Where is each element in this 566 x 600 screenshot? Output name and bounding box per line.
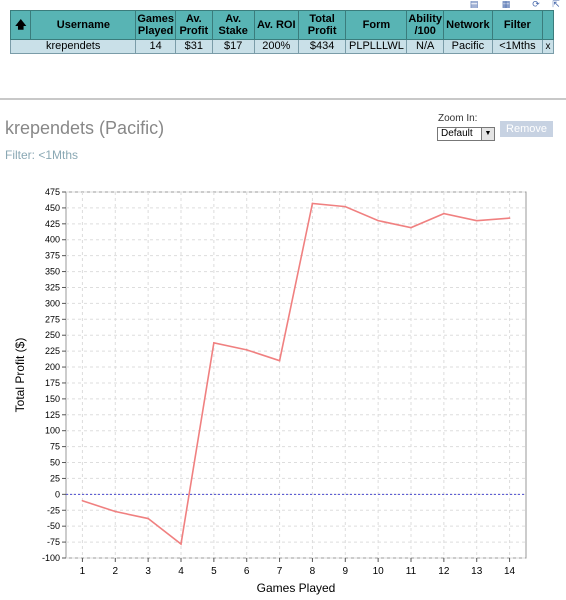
x-tick-label: 14 — [504, 566, 516, 577]
toolbar: ▤ ▦ ⟳ ⇱ — [455, 0, 566, 12]
y-tick-label: 450 — [45, 203, 60, 213]
data-point — [344, 205, 347, 208]
y-tick-label: 325 — [45, 282, 60, 292]
y-tick-label: -100 — [42, 553, 60, 563]
av-roi-value: 200% — [253, 39, 299, 54]
data-point — [377, 219, 379, 222]
y-tick-label: 400 — [45, 235, 60, 245]
x-axis-label: Games Played — [257, 581, 336, 595]
y-tick-label: -75 — [47, 537, 60, 547]
series-line-0 — [82, 202, 510, 546]
y-tick-label: 250 — [45, 330, 60, 340]
form-link[interactable]: PLPLLLWL — [345, 39, 408, 54]
header-av-roi[interactable]: Av. ROI — [253, 10, 299, 40]
x-tick-label: 11 — [406, 566, 417, 577]
av-profit-value: $31 — [175, 39, 213, 54]
data-point — [311, 202, 314, 205]
data-point — [278, 359, 281, 362]
x-tick-label: 4 — [178, 566, 184, 577]
y-tick-label: 225 — [45, 346, 60, 356]
sort-arrow-icon[interactable]: 🡅 — [15, 19, 27, 31]
data-point — [410, 226, 412, 229]
filter-value: <1Mths — [491, 39, 544, 54]
x-tick-label: 9 — [343, 566, 349, 577]
y-tick-label: 300 — [45, 298, 60, 308]
y-tick-label: 475 — [45, 187, 60, 197]
header-av-stake[interactable]: Av. Stake — [211, 10, 255, 40]
table-header-row: 🡅 Username Games Played Av. Profit Av. S… — [9, 10, 554, 40]
y-tick-label: 175 — [45, 378, 60, 388]
data-point — [81, 499, 84, 502]
zoom-selected-value: Default — [441, 128, 473, 139]
filter-label: Filter: <1Mths — [5, 148, 79, 162]
refresh-icon[interactable]: ⟳ — [532, 0, 540, 10]
data-point — [147, 517, 149, 520]
header-network[interactable]: Network — [442, 10, 493, 40]
y-tick-label: -50 — [47, 521, 60, 531]
header-ability[interactable]: Ability /100 — [406, 10, 444, 40]
header-total-profit[interactable]: Total Profit — [297, 10, 347, 40]
ability-value: N/A — [406, 39, 444, 54]
export-icon[interactable]: ▤ — [469, 0, 479, 10]
y-tick-label: 100 — [45, 426, 60, 436]
header-form[interactable]: Form — [345, 10, 408, 40]
header-filter[interactable]: Filter — [491, 10, 544, 40]
x-tick-label: 1 — [80, 566, 86, 577]
chevron-down-icon[interactable]: ▼ — [481, 128, 494, 140]
total-profit-value: $434 — [297, 39, 347, 54]
y-tick-label: 50 — [50, 458, 60, 468]
zoom-select[interactable]: Default ▼ — [437, 127, 495, 141]
y-tick-label: 125 — [45, 410, 60, 420]
x-tick-label: 3 — [145, 566, 151, 577]
y-tick-label: 200 — [45, 362, 60, 372]
y-tick-label: 150 — [45, 394, 60, 404]
data-point — [475, 219, 478, 222]
data-point — [508, 217, 511, 219]
x-tick-label: 6 — [244, 566, 250, 577]
data-point — [114, 510, 117, 513]
x-tick-label: 2 — [113, 566, 119, 577]
header-blank — [542, 10, 554, 40]
plot-area — [65, 191, 527, 559]
print-icon[interactable]: ▦ — [501, 0, 511, 10]
table-row: krependets 14 $31 $17 200% $434 PLPLLLWL… — [9, 39, 554, 54]
remove-row-button[interactable]: x — [542, 39, 554, 54]
data-point — [213, 342, 215, 344]
games-played-value: 14 — [135, 39, 177, 54]
network-value: Pacific — [442, 39, 493, 54]
header-username[interactable]: Username — [30, 10, 137, 40]
x-tick-label: 10 — [373, 566, 385, 577]
y-tick-label: 75 — [50, 442, 60, 452]
popout-icon[interactable]: ⇱ — [552, 0, 560, 10]
y-axis-label: Total Profit ($) — [13, 338, 27, 413]
y-tick-label: -25 — [47, 505, 60, 515]
username-link[interactable]: krependets — [9, 39, 137, 54]
remove-button[interactable]: Remove — [500, 121, 553, 137]
x-tick-label: 8 — [310, 566, 316, 577]
data-point — [245, 349, 248, 351]
y-tick-label: 25 — [50, 473, 60, 483]
divider — [0, 98, 566, 100]
av-stake-value: $17 — [211, 39, 255, 54]
player-stats-table: 🡅 Username Games Played Av. Profit Av. S… — [9, 10, 554, 54]
zoom-label: Zoom In: — [438, 113, 478, 124]
header-av-profit[interactable]: Av. Profit — [175, 10, 213, 40]
y-tick-label: 275 — [45, 314, 60, 324]
data-point — [443, 212, 445, 215]
x-tick-label: 13 — [471, 566, 483, 577]
player-title: krependets (Pacific) — [5, 118, 165, 138]
sort-header[interactable]: 🡅 — [9, 10, 32, 40]
y-tick-label: 375 — [45, 251, 60, 261]
header-games-played[interactable]: Games Played — [135, 10, 177, 40]
x-tick-label: 7 — [277, 566, 283, 577]
x-tick-label: 5 — [211, 566, 217, 577]
x-tick-label: 12 — [438, 566, 450, 577]
y-tick-label: 425 — [45, 219, 60, 229]
y-tick-label: 0 — [55, 489, 60, 499]
y-tick-label: 350 — [45, 267, 60, 277]
data-point — [180, 543, 182, 545]
profit-chart: 4754504254003753503253002752502252001751… — [13, 187, 527, 595]
